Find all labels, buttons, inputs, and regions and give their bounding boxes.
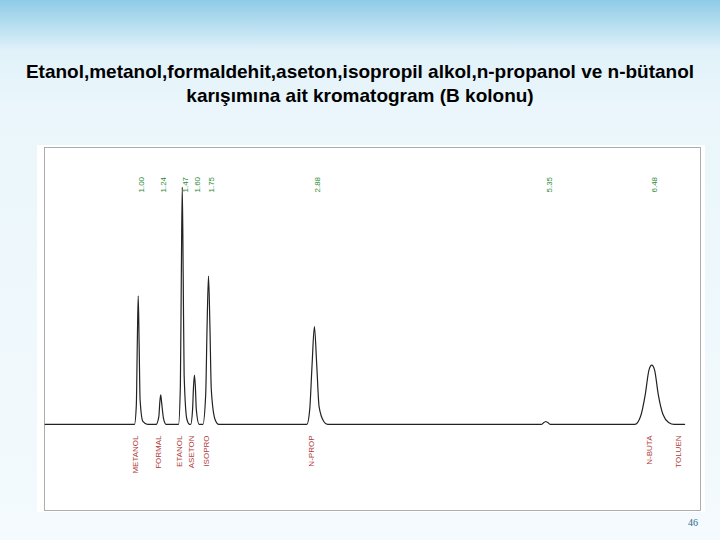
svg-text:FORMAL: FORMAL	[154, 435, 163, 469]
svg-text:1.47: 1.47	[181, 176, 190, 192]
svg-text:ASETON: ASETON	[187, 435, 196, 468]
svg-text:5.35: 5.35	[545, 176, 554, 192]
svg-text:N-BUTA: N-BUTA	[645, 435, 654, 465]
svg-text:N-PROP: N-PROP	[307, 436, 316, 467]
svg-text:ISOPRO: ISOPRO	[202, 436, 211, 467]
svg-text:TOLUEN: TOLUEN	[674, 435, 683, 468]
svg-text:6.48: 6.48	[650, 176, 659, 192]
svg-text:1.00: 1.00	[137, 176, 146, 192]
svg-text:1.60: 1.60	[193, 176, 202, 192]
svg-text:1.75: 1.75	[207, 176, 216, 192]
svg-text:ETANOL: ETANOL	[175, 435, 184, 467]
html-text:Etanol,metanol,formaldehit,ase: Etanol,metanol,formaldehit,aseton,isopro…	[25, 61, 695, 106]
svg-text:1.24: 1.24	[159, 176, 168, 192]
html-text:46: 46	[688, 517, 698, 528]
svg-text:METANOL: METANOL	[131, 435, 140, 474]
svg-text:2.88: 2.88	[313, 176, 322, 192]
